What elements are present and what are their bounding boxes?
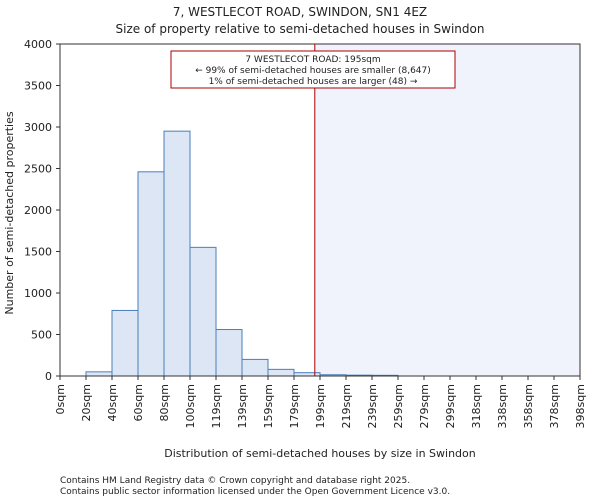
y-tick-label-1500: 1500 [24,246,52,259]
x-tick-label-338sqm: 338sqm [496,384,509,428]
x-tick-label-279sqm: 279sqm [418,384,431,428]
bar-40sqm [111,309,139,377]
y-tick-label-2000: 2000 [24,204,52,217]
bar-20sqm [85,371,113,377]
x-axis-label: Distribution of semi-detached houses by … [164,447,476,460]
x-tick-label-398sqm: 398sqm [574,384,587,428]
bar-159sqm [267,368,295,377]
bar-139sqm [241,358,269,377]
x-tick-label-119sqm: 119sqm [210,384,223,428]
x-tick-label-179sqm: 179sqm [288,384,301,428]
x-tick-label-80sqm: 80sqm [158,384,171,421]
x-tick-label-259sqm: 259sqm [392,384,405,428]
y-tick-label-1000: 1000 [24,287,52,300]
annotation-line-2: ← 99% of semi-detached houses are smalle… [195,66,431,76]
x-tick-label-219sqm: 219sqm [340,384,353,428]
x-tick-label-0sqm: 0sqm [54,384,67,414]
footer-line-2: Contains public sector information licen… [60,487,450,497]
y-tick-label-2500: 2500 [24,163,52,176]
x-tick-label-20sqm: 20sqm [80,384,93,421]
x-tick-label-40sqm: 40sqm [106,384,119,421]
y-axis: 0 500 1000 1500 2000 2500 3000 3500 4000 [24,38,60,383]
y-tick-label-0: 0 [45,370,52,383]
x-tick-label-60sqm: 60sqm [132,384,145,421]
bar-80sqm [163,130,191,377]
x-tick-label-318sqm: 318sqm [470,384,483,428]
bars-group [85,130,399,377]
x-tick-label-239sqm: 239sqm [366,384,379,428]
y-tick-label-3000: 3000 [24,121,52,134]
chart-title: 7, WESTLECOT ROAD, SWINDON, SN1 4EZ [173,5,427,19]
annotation-line-3: 1% of semi-detached houses are larger (4… [209,77,418,87]
bar-100sqm [189,246,217,377]
larger-region-highlight [314,44,580,376]
y-tick-label-4000: 4000 [24,38,52,51]
x-tick-label-139sqm: 139sqm [236,384,249,428]
x-tick-label-358sqm: 358sqm [522,384,535,428]
x-tick-label-299sqm: 299sqm [444,384,457,428]
y-tick-label-3500: 3500 [24,80,52,93]
y-axis-label: Number of semi-detached properties [3,111,16,314]
x-axis: 0sqm 20sqm 40sqm 60sqm 80sqm 100sqm 119sqm 139s… [54,376,587,428]
bar-60sqm [137,171,165,377]
footer-line-1: Contains HM Land Registry data © Crown c… [60,476,410,486]
chart-subtitle: Size of property relative to semi-detach… [116,22,485,36]
annotation-line-1: 7 WESTLECOT ROAD: 195sqm [245,55,380,65]
x-tick-label-378sqm: 378sqm [548,384,561,428]
plot-frame [59,43,581,377]
x-tick-label-159sqm: 159sqm [262,384,275,428]
x-tick-label-199sqm: 199sqm [314,384,327,428]
y-tick-label-500: 500 [31,329,52,342]
x-tick-label-100sqm: 100sqm [184,384,197,428]
bar-119sqm [215,329,243,377]
annotation-box: 7 WESTLECOT ROAD: 195sqm ← 99% of semi-d… [170,50,456,89]
